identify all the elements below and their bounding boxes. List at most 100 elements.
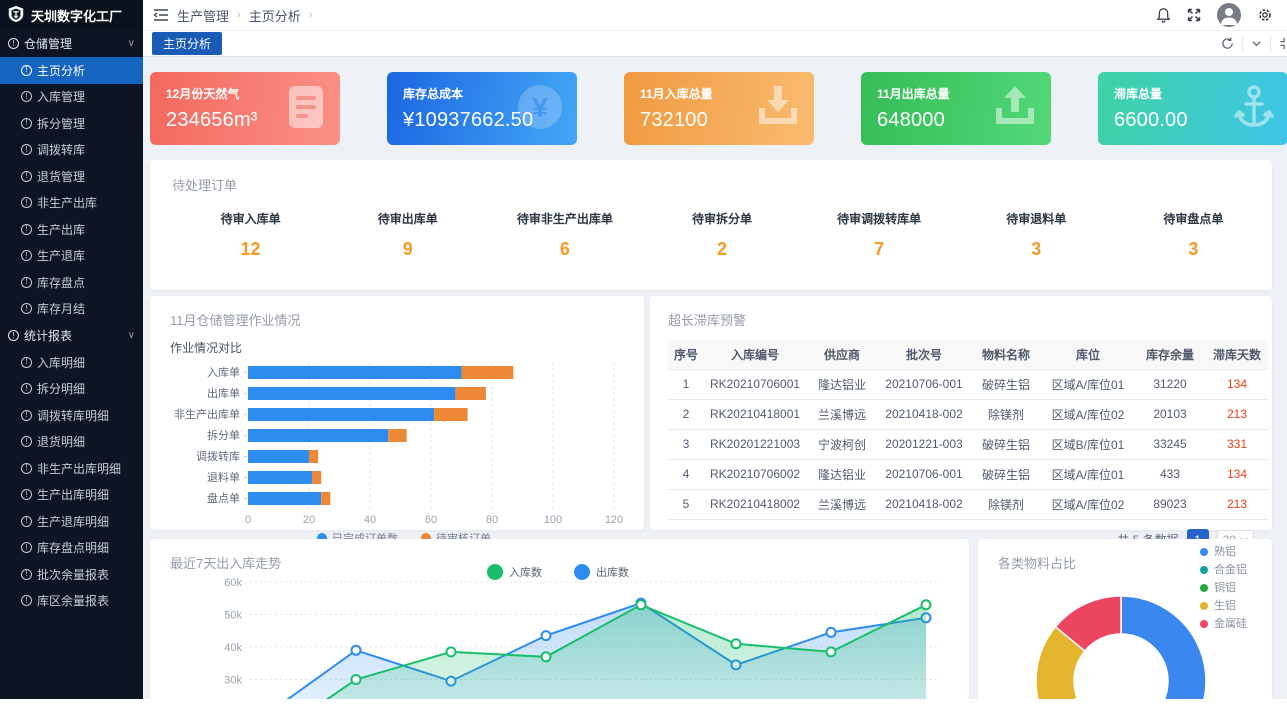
trend-line-chart-card: 最近7天出入库走势 30k 40k 50k 60k 单位（KG） 入库数 出库数 — [150, 539, 969, 699]
refresh-icon[interactable] — [1213, 36, 1242, 52]
pending-item: 待审非生产出库单 6 — [486, 210, 643, 260]
tab-home-analysis[interactable]: 主页分析 — [152, 32, 223, 55]
table-column-header: 库存余量 — [1134, 340, 1206, 370]
circle-exclamation-icon: ! — [21, 542, 32, 554]
pending-orders-card: 待处理订单 待审入库单 12 待审出库单 9 待审非生产出库单 6 待审拆分单 2 待审… — [150, 160, 1272, 290]
pending-item-count[interactable]: 7 — [874, 239, 885, 259]
table-column-header: 库位 — [1042, 340, 1134, 370]
collapse-sidebar-icon[interactable] — [153, 8, 169, 22]
sidebar-item[interactable]: ! 调拨转库 — [0, 137, 143, 164]
chevron-down-icon: ∨ — [127, 330, 135, 341]
breadcrumb-item[interactable]: 主页分析 — [248, 8, 301, 24]
yen-circle-icon: ¥ — [517, 84, 563, 135]
pending-item: 待审退料单 3 — [958, 210, 1115, 260]
sidebar-item[interactable]: ! 主页分析 — [0, 57, 143, 84]
bell-icon[interactable] — [1156, 7, 1171, 23]
pending-orders-title: 待处理订单 — [172, 178, 238, 193]
pending-item-label: 待审出库单 — [377, 212, 438, 226]
pending-item-count[interactable]: 3 — [1188, 239, 1199, 259]
circle-exclamation-icon: ! — [21, 197, 32, 209]
circle-exclamation-icon: ! — [21, 489, 32, 501]
sidebar-item[interactable]: ! 退货管理 — [0, 163, 143, 190]
pending-item-count[interactable]: 6 — [559, 239, 570, 259]
kpi-card: 库存总成本 ¥10937662.50 ¥ — [387, 72, 577, 145]
sidebar-item[interactable]: ! 库存盘点 — [0, 269, 143, 296]
table-row[interactable]: 1 RK20210706001 隆达铝业 20210706-001 破碎生铝 区域A/库位… — [668, 369, 1268, 400]
pending-items: 待审入库单 12 待审出库单 9 待审非生产出库单 6 待审拆分单 2 待审调拨转库单 … — [172, 210, 1272, 260]
kpi-label: 滞库总量 — [1114, 87, 1163, 101]
circle-exclamation-icon: ! — [8, 330, 19, 341]
table-column-header: 滞库天数 — [1206, 340, 1268, 370]
table-row[interactable]: 3 RK20201221003 宁波柯创 20201221-003 破碎生铝 区域B/库位… — [668, 429, 1268, 460]
gear-icon[interactable] — [1257, 7, 1273, 23]
sidebar-item[interactable]: ! 生产退库明细 — [0, 508, 143, 535]
sidebar-menu: ! 仓储管理 ∨! 主页分析! 入库管理! 拆分管理! 调拨转库! 退货管理! … — [0, 30, 143, 614]
sidebar-item[interactable]: ! 生产退库 — [0, 243, 143, 270]
svg-text:120: 120 — [605, 514, 623, 526]
sidebar-item[interactable]: ! 入库明细 — [0, 349, 143, 376]
sidebar-item[interactable]: ! 生产出库 — [0, 216, 143, 243]
avatar[interactable] — [1217, 3, 1241, 27]
svg-text:入库单: 入库单 — [207, 366, 240, 379]
pending-item: 待审调拨转库单 7 — [801, 210, 958, 260]
donut-chart: 熟铝 合金铝 铜铝 生铝 金属硅 — [1035, 544, 1247, 699]
svg-text:合金铝: 合金铝 — [1214, 562, 1247, 576]
sidebar-item[interactable]: ! 入库管理 — [0, 84, 143, 111]
svg-text:铜铝: 铜铝 — [1214, 580, 1236, 594]
topbar: 生产管理 › 主页分析 › — [143, 0, 1287, 30]
kpi-value: 6600.00 — [1114, 109, 1188, 131]
svg-text:0: 0 — [245, 514, 251, 526]
circle-exclamation-icon: ! — [21, 276, 32, 288]
sidebar-item[interactable]: ! 非生产出库明细 — [0, 455, 143, 482]
pending-item-count[interactable]: 9 — [402, 239, 413, 259]
sidebar-item[interactable]: ! 库区余量报表 — [0, 588, 143, 615]
circle-exclamation-icon: ! — [21, 515, 32, 527]
table-column-header: 序号 — [668, 340, 704, 370]
exit-fullscreen-icon[interactable] — [1270, 35, 1287, 52]
kpi-row: 12月份天然气 234656m³ 库存总成本 ¥10937662.50 ¥11月… — [150, 72, 1287, 145]
pending-item-label: 待审调拨转库单 — [837, 212, 922, 226]
table-row[interactable]: 2 RK20210418001 兰溪博远 20210418-002 除镁剂 区域A/库位0… — [668, 399, 1268, 430]
svg-text:¥: ¥ — [532, 92, 548, 123]
sidebar-item[interactable]: ! 调拨转库明细 — [0, 402, 143, 429]
circle-exclamation-icon: ! — [21, 170, 32, 182]
kpi-label: 11月出库总量 — [877, 87, 950, 101]
pending-item-count[interactable]: 12 — [240, 239, 261, 259]
svg-text:60k: 60k — [224, 577, 242, 589]
kpi-card: 11月入库总量 732100 — [624, 72, 814, 145]
pending-item-count[interactable]: 3 — [1031, 239, 1042, 259]
slow-stock-card: 超长滞库预警 序号 入库编号 供应商 批次号 物料名称 库位 库存余量 滞库天数 1 RK202… — [650, 296, 1272, 551]
table-column-header: 物料名称 — [970, 340, 1042, 370]
pending-item: 待审拆分单 2 — [643, 210, 800, 260]
svg-text:熟铝: 熟铝 — [1214, 544, 1236, 558]
anchor-icon — [1234, 84, 1274, 135]
sidebar-item[interactable]: ! 库存月结 — [0, 296, 143, 323]
sidebar-item[interactable]: ! 批次余量报表 — [0, 561, 143, 588]
sidebar-group-0[interactable]: ! 仓储管理 ∨ — [0, 30, 143, 57]
sidebar-item[interactable]: ! 库存盘点明细 — [0, 535, 143, 562]
kpi-card: 滞库总量 6600.00 — [1098, 72, 1287, 145]
chevron-down-icon[interactable] — [1242, 35, 1270, 52]
svg-text:60: 60 — [425, 514, 437, 526]
pending-item: 待审入库单 12 — [172, 210, 329, 260]
svg-text:100: 100 — [544, 514, 562, 526]
warehouse-bar-chart-card: 11月仓储管理作业情况 作业情况对比 0 20 40 60 80 100 120 入库单 出库单… — [150, 296, 644, 545]
breadcrumb-item[interactable]: 生产管理 — [177, 8, 230, 24]
circle-exclamation-icon: ! — [8, 38, 19, 49]
table-row[interactable]: 5 RK20210418002 兰溪博远 20210418-002 除镁剂 区域A/库位0… — [668, 489, 1268, 520]
logo: 天圳数字化工厂 — [0, 0, 143, 30]
svg-text:出库单: 出库单 — [207, 386, 240, 400]
sidebar-item[interactable]: ! 生产出库明细 — [0, 482, 143, 509]
svg-text:40: 40 — [364, 514, 376, 526]
circle-exclamation-icon: ! — [21, 303, 32, 315]
sidebar-item[interactable]: ! 退货明细 — [0, 429, 143, 456]
fullscreen-icon[interactable] — [1187, 8, 1201, 22]
sidebar-group-1[interactable]: ! 统计报表 ∨ — [0, 322, 143, 349]
sidebar-item[interactable]: ! 拆分管理 — [0, 110, 143, 137]
sidebar-item[interactable]: ! 拆分明细 — [0, 376, 143, 403]
pending-item-label: 待审非生产出库单 — [516, 212, 613, 226]
table-row[interactable]: 4 RK20210706002 隆达铝业 20210706-001 破碎生铝 区域A/库位… — [668, 459, 1268, 490]
pending-item-count[interactable]: 2 — [716, 239, 727, 259]
circle-exclamation-icon: ! — [21, 568, 32, 580]
sidebar-item[interactable]: ! 非生产出库 — [0, 190, 143, 217]
